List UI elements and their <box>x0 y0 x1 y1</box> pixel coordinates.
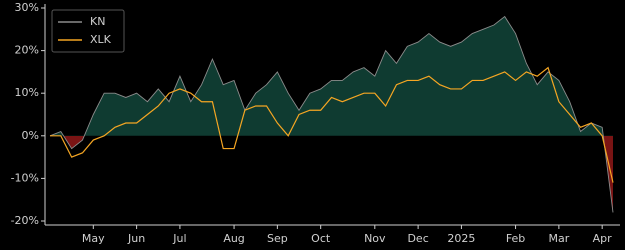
legend-label: KN <box>90 15 105 28</box>
legend-box <box>51 9 125 53</box>
y-tick-label: -10% <box>11 171 39 184</box>
x-tick-label: Apr <box>593 232 613 245</box>
y-tick-label: 0% <box>22 129 39 142</box>
y-tick-label: 20% <box>15 44 39 57</box>
y-tick-label: 10% <box>15 86 39 99</box>
x-tick-label: Nov <box>364 232 386 245</box>
x-tick-label: Dec <box>407 232 428 245</box>
line <box>49 15 614 213</box>
x-tick-label: Jul <box>172 232 186 245</box>
x-tick-label: Jun <box>127 232 145 245</box>
x-tick-label: 2025 <box>447 232 475 245</box>
x-tick-label: Sep <box>267 232 288 245</box>
x-tick-label: Mar <box>548 232 569 245</box>
x-tick-label: May <box>82 232 105 245</box>
x-tick-label: Oct <box>311 232 331 245</box>
y-tick-label: -20% <box>11 214 39 227</box>
x-tick-label: Feb <box>506 232 525 245</box>
area <box>50 16 613 213</box>
x-tick-label: Aug <box>223 232 244 245</box>
y-tick-label: 30% <box>15 1 39 14</box>
legend-label: XLK <box>90 33 112 46</box>
line <box>50 66 614 183</box>
